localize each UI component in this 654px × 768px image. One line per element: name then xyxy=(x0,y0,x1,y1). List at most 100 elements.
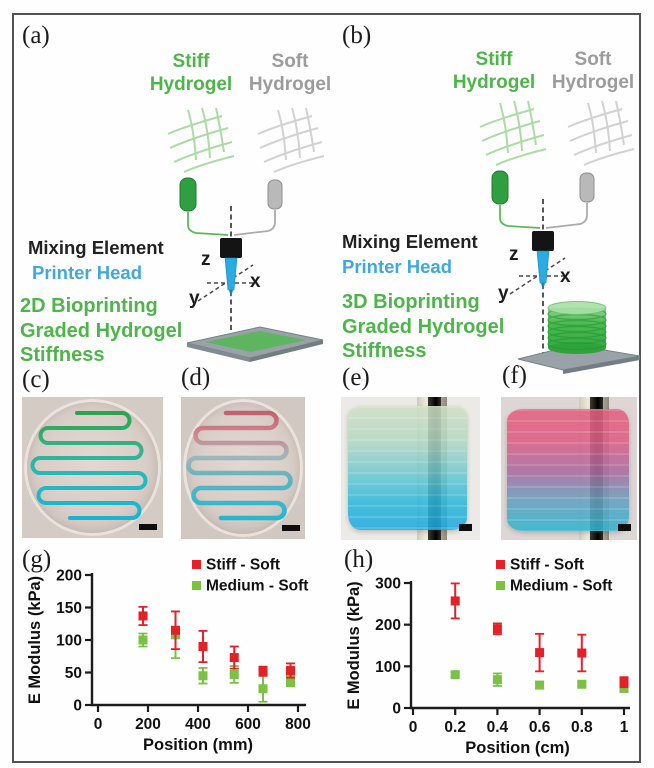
y-axis-title: E Modulus (kPa) xyxy=(345,581,363,709)
mode-line-2: Graded Hydrogel xyxy=(342,315,505,338)
legend: Stiff - Soft Medium - Soft xyxy=(496,557,612,595)
mixing-element-label: Mixing Element xyxy=(28,237,164,258)
soft-syringe-icon xyxy=(267,179,283,210)
graded-hydrogel-cylinder xyxy=(348,406,467,530)
hydrogel-word: Hydrogel xyxy=(452,72,536,93)
hydrogel-word: Hydrogel xyxy=(149,74,233,95)
svg-text:0: 0 xyxy=(392,701,401,718)
svg-text:1: 1 xyxy=(620,719,629,736)
chart-g: 0 50 100 150 200 0 200 400 600 800 E Modulus (kPa)… xyxy=(26,557,311,755)
x-axis-label: x xyxy=(560,266,571,287)
data-point xyxy=(198,642,208,651)
series-stiff-soft xyxy=(450,582,629,689)
stiff-hydrogel-label: Stiff Hydrogel xyxy=(441,48,547,94)
svg-text:600: 600 xyxy=(235,716,261,733)
legend-label: Stiff - Soft xyxy=(510,557,584,574)
svg-text:0: 0 xyxy=(94,716,103,733)
nozzle-tip xyxy=(229,290,233,297)
svg-text:0.6: 0.6 xyxy=(529,719,551,736)
panel-label-a: (a) xyxy=(22,22,50,49)
soft-hydrogel-label: Soft Hydrogel xyxy=(240,50,340,96)
axes: 0 100 200 300 0 0.2 0.4 0.6 0.8 1 xyxy=(375,576,630,736)
svg-text:50: 50 xyxy=(65,665,82,682)
soft-syringe-icon xyxy=(579,172,595,203)
data-point xyxy=(450,596,460,606)
photo-2d-print-red-blue xyxy=(181,397,305,539)
y-axis-dashed-line xyxy=(509,257,566,295)
data-point xyxy=(198,671,208,681)
soft-feed-tube xyxy=(233,210,276,236)
data-point xyxy=(577,679,587,689)
legend-label: Medium - Soft xyxy=(510,578,612,595)
svg-text:0.8: 0.8 xyxy=(571,719,593,736)
stiff-feed-tube xyxy=(187,212,229,236)
hydrogel-word: Hydrogel xyxy=(551,72,635,93)
bioprinter-diagram-2d xyxy=(167,107,325,362)
stiff-word: Stiff xyxy=(475,49,513,70)
soft-hydrogel-mesh-icon xyxy=(567,100,635,166)
series-medium-soft xyxy=(450,670,629,693)
mixing-element-icon xyxy=(532,231,554,251)
panel-label-d: (d) xyxy=(181,364,211,391)
data-point xyxy=(229,669,239,679)
printer-head-nozzle-icon xyxy=(536,250,550,284)
photo-2d-print-green-blue xyxy=(22,397,163,538)
legend-marker xyxy=(496,581,505,590)
data-point xyxy=(258,666,268,676)
photo-3d-cylinder-red-blue xyxy=(501,397,637,540)
data-point xyxy=(619,683,629,693)
svg-text:200: 200 xyxy=(56,568,82,585)
print-head-assembly xyxy=(491,170,595,356)
serpentine-print-path xyxy=(30,411,148,520)
svg-text:0.2: 0.2 xyxy=(444,719,466,736)
z-axis-label: z xyxy=(509,244,519,265)
soft-word: Soft xyxy=(271,51,309,72)
scale-bar xyxy=(459,524,472,531)
legend-marker xyxy=(192,581,201,590)
nozzle-tip xyxy=(541,283,545,290)
scale-bar xyxy=(282,525,300,531)
svg-text:150: 150 xyxy=(56,600,82,617)
photo-3d-cylinder-green-blue xyxy=(341,397,480,540)
data-point xyxy=(577,648,587,658)
panel-label-h: (h) xyxy=(344,546,374,573)
data-point xyxy=(535,648,545,658)
scale-bar xyxy=(139,524,157,530)
stiff-syringe-icon xyxy=(491,170,509,205)
series-medium-soft xyxy=(138,610,295,703)
x-axis-title: Position (mm) xyxy=(143,736,253,754)
hydrogel-word: Hydrogel xyxy=(248,74,332,95)
panel-label-g: (g) xyxy=(22,546,52,573)
svg-text:800: 800 xyxy=(285,716,311,733)
stiff-hydrogel-label: Stiff Hydrogel xyxy=(138,50,244,96)
chart-h: 0 100 200 300 0 0.2 0.4 0.6 0.8 1 E Modulus (kPa) P… xyxy=(345,557,630,757)
data-point xyxy=(492,675,502,685)
svg-text:100: 100 xyxy=(56,633,82,650)
legend: Stiff - Soft Medium - Soft xyxy=(192,557,308,595)
data-point xyxy=(492,624,502,634)
y-axis-label: y xyxy=(498,283,509,304)
x-axis-title: Position (cm) xyxy=(465,739,570,757)
svg-text:200: 200 xyxy=(135,716,161,733)
platform-front-edge xyxy=(563,356,640,374)
mode-line-1: 2D Bioprinting xyxy=(20,295,158,317)
svg-text:200: 200 xyxy=(375,617,401,634)
data-point xyxy=(171,625,180,635)
soft-hydrogel-mesh-icon xyxy=(257,107,325,173)
scale-bar xyxy=(618,524,631,531)
legend-label: Stiff - Soft xyxy=(206,557,280,574)
mixing-element-label: Mixing Element xyxy=(342,231,478,252)
x-axis-label: x xyxy=(250,271,261,292)
data-point xyxy=(286,666,295,676)
legend-marker xyxy=(496,560,505,569)
y-axis-title: E Modulus (kPa) xyxy=(26,576,44,704)
svg-text:0.4: 0.4 xyxy=(487,719,509,736)
data-point xyxy=(229,653,239,663)
data-point xyxy=(535,680,545,690)
mode-3d-label: 3D Bioprinting Graded Hydrogel Stiffness xyxy=(342,290,504,364)
panel-label-b: (b) xyxy=(342,22,372,49)
svg-text:100: 100 xyxy=(375,659,401,676)
stiff-hydrogel-mesh-icon xyxy=(167,107,235,173)
series-stiff-soft xyxy=(138,605,295,679)
